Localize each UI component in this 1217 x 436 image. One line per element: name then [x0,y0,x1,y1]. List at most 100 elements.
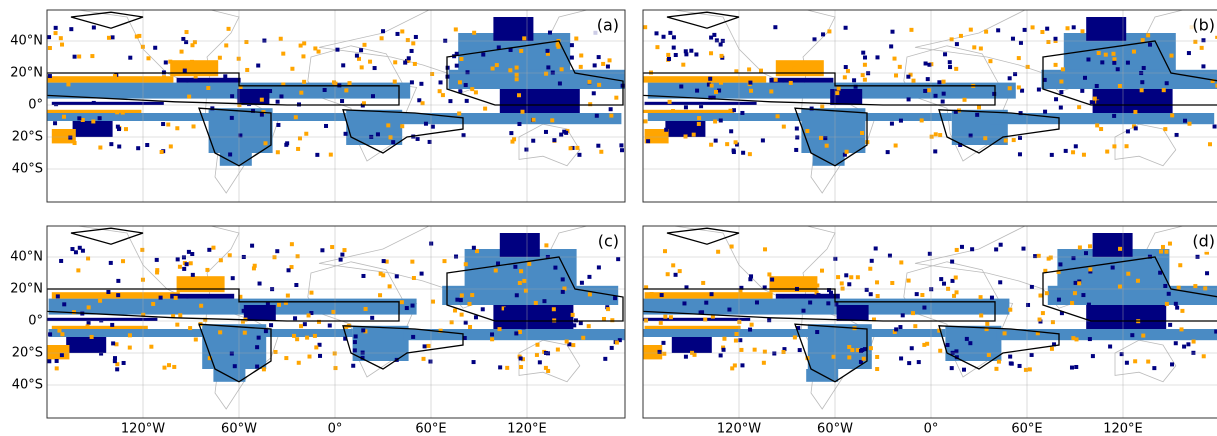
grid-cell [596,55,601,60]
grid-cell [1215,34,1217,39]
grid-cell [522,278,527,283]
grid-cell [91,25,96,30]
grid-cell [184,262,189,267]
anomaly-region [643,109,735,113]
grid-cell [614,340,619,345]
grid-cell [1036,87,1041,92]
grid-cell [1103,52,1108,57]
grid-cell [952,293,957,298]
grid-cell [1002,331,1007,336]
grid-cell [242,330,247,335]
grid-cell [663,314,668,319]
grid-cell [740,110,745,115]
grid-cell [113,356,118,361]
grid-cell [1183,118,1188,123]
grid-cell [570,312,575,317]
grid-cell [767,272,772,277]
grid-cell [894,327,899,332]
grid-cell [1053,62,1058,67]
grid-cell [833,256,838,261]
grid-cell [542,299,547,304]
anomaly-region [644,325,741,329]
grid-cell [770,277,775,282]
grid-cell [937,80,942,85]
grid-cell [658,320,663,325]
grid-cell [494,63,499,68]
grid-cell [1036,253,1041,258]
grid-cell [1009,361,1014,366]
grid-cell [1126,271,1131,276]
grid-cell [1095,123,1100,128]
grid-cell [1101,31,1106,36]
grid-cell [299,324,304,329]
grid-cell [818,135,823,140]
lon-label: 0° [328,422,343,436]
grid-cell [497,327,502,332]
grid-cell [80,248,85,253]
grid-cell [937,328,942,333]
grid-cell [659,293,664,298]
grid-cell [190,43,195,48]
grid-cell [173,295,178,300]
grid-cell [792,335,797,340]
grid-cell [1074,337,1079,342]
grid-cell [578,321,583,326]
grid-cell [544,243,549,248]
grid-cell [1141,333,1146,338]
grid-cell [683,354,688,359]
lon-label: 0° [924,422,939,436]
grid-cell [1072,291,1077,296]
grid-cell [453,308,458,313]
grid-cell [962,97,967,102]
grid-cell [890,280,895,285]
grid-cell [1025,64,1030,69]
grid-cell [657,349,662,354]
grid-cell [312,333,317,338]
grid-cell [47,74,52,79]
grid-cell [1033,254,1038,259]
grid-cell [302,79,307,84]
grid-cell [861,356,866,361]
grid-cell [970,247,975,252]
grid-cell [619,143,624,148]
anomaly-region [945,325,1002,361]
grid-cell [717,88,722,93]
grid-cell [1010,36,1015,41]
grid-cell [775,114,780,119]
grid-cell [968,133,973,138]
grid-cell [175,126,180,131]
grid-cell [47,359,52,364]
grid-cell [1173,341,1178,346]
grid-cell [1070,301,1075,306]
grid-cell [646,139,651,144]
grid-cell [721,347,726,352]
grid-cell [517,280,522,285]
grid-cell [470,293,475,298]
grid-cell [1013,72,1018,77]
grid-cell [400,124,405,129]
grid-cell [244,40,249,45]
grid-cell [996,359,1001,364]
grid-cell [332,351,337,356]
grid-cell [175,322,180,327]
grid-cell [1043,268,1048,273]
grid-cell [127,333,132,338]
grid-cell [683,49,688,54]
grid-cell [729,129,734,134]
grid-cell [505,365,510,370]
grid-cell [240,319,245,324]
grid-cell [1140,80,1145,85]
grid-cell [218,330,223,335]
grid-cell [603,356,608,361]
grid-cell [1148,42,1153,47]
anomaly-region [643,317,751,321]
grid-cell [514,72,519,77]
grid-cell [347,81,352,86]
grid-cell [1112,60,1117,65]
grid-cell [289,265,294,270]
grid-cell [430,299,435,304]
grid-cell [978,295,983,300]
grid-cell [457,80,462,85]
anomaly-region [775,60,824,77]
grid-cell [781,124,786,129]
